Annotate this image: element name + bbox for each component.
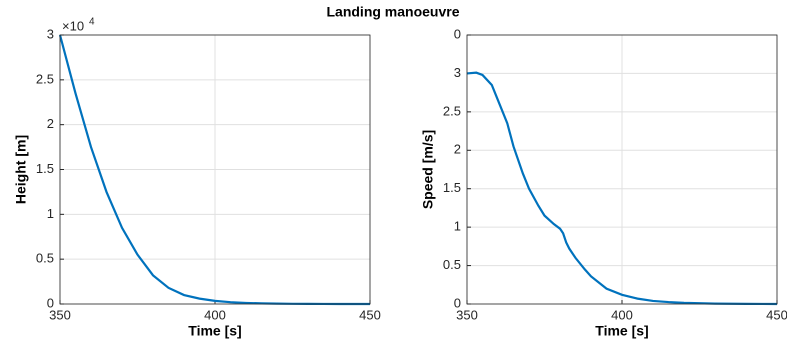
y-tick-label: 1 [47,206,54,221]
y-tick-label: 3 [47,26,54,41]
x-tick-label: 450 [766,307,787,322]
axes-box [59,34,371,305]
data-line [466,71,778,306]
y-tick-label: 2 [454,142,461,157]
y-tick-label: 3 [454,65,461,80]
x-axis-label: Time [s] [595,323,648,339]
y-tick-label: 2.5 [443,103,461,118]
x-tick-label: 400 [611,307,633,322]
y-axis-label: Speed [m/s] [420,130,436,209]
y-tick-label: 0.5 [36,251,54,266]
x-tick-label: 450 [359,307,381,322]
axes-box [466,34,778,305]
x-tick-label: 350 [456,307,478,322]
y-tick-label: 0 [454,26,461,41]
y-multiplier-exponent: 4 [89,17,95,28]
x-tick-label: 350 [49,307,71,322]
y-tick-label: 0.5 [443,257,461,272]
y-tick-label: 1.5 [36,161,54,176]
y-tick-label: 0 [454,295,461,310]
y-tick-label: 2.5 [36,71,54,86]
y-multiplier: ×10 [62,18,84,33]
y-tick-label: 1 [454,219,461,234]
y-axis-label: Height [m] [13,135,29,204]
y-tick-label: 2 [47,116,54,131]
y-tick-label: 0 [47,295,54,310]
x-tick-label: 400 [204,307,226,322]
y-tick-label: 1.5 [443,180,461,195]
figure-title: Landing manoeuvre [326,4,459,20]
x-axis-label: Time [s] [188,323,241,339]
